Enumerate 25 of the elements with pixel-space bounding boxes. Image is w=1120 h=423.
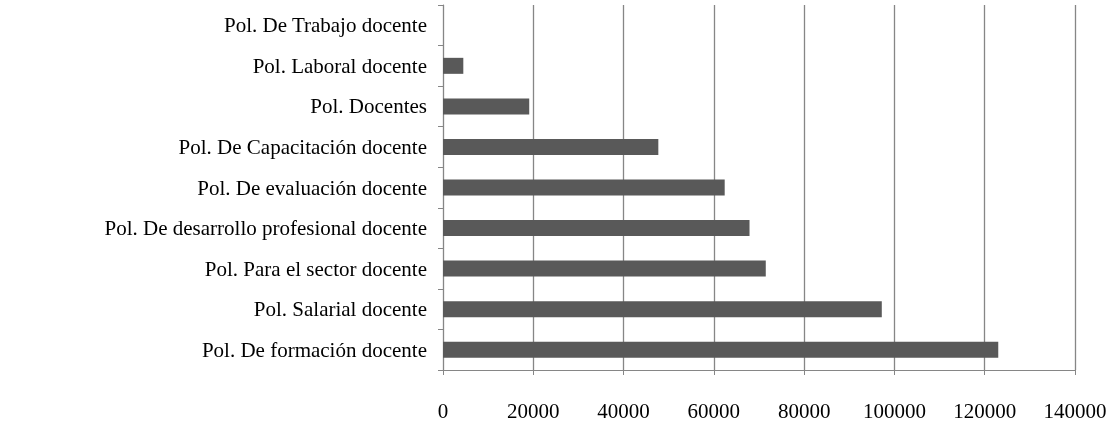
bar [443,179,725,196]
y-tick-label: Pol. De evaluación docente [197,175,427,200]
bar [443,98,530,115]
bar [443,57,464,74]
bar [443,260,766,277]
y-tick-label: Pol. Docentes [310,94,427,119]
bar [443,301,882,318]
x-tick-label: 100000 [862,398,926,423]
y-tick-label: Pol. Para el sector docente [204,256,427,281]
y-tick-label: Pol. De desarrollo profesional docente [104,216,427,241]
bar [443,341,999,358]
x-tick-label: 60000 [687,398,741,423]
bar [443,220,750,237]
y-tick-label: Pol. De Trabajo docente [224,13,427,38]
bar [443,138,659,155]
x-tick-label: 140000 [1043,398,1107,423]
x-tick-label: 40000 [597,398,650,423]
x-tick-label: 120000 [953,398,1017,423]
x-tick-label: 20000 [507,398,560,423]
y-tick-label: Pol. De formación docente [201,337,427,362]
y-tick-label: Pol. Salarial docente [253,297,427,322]
x-tick-label: 0 [437,398,449,423]
y-tick-label: Pol. Laboral docente [252,53,427,78]
x-tick-label: 80000 [777,398,831,423]
y-tick-label: Pol. De Capacitación docente [178,134,427,159]
